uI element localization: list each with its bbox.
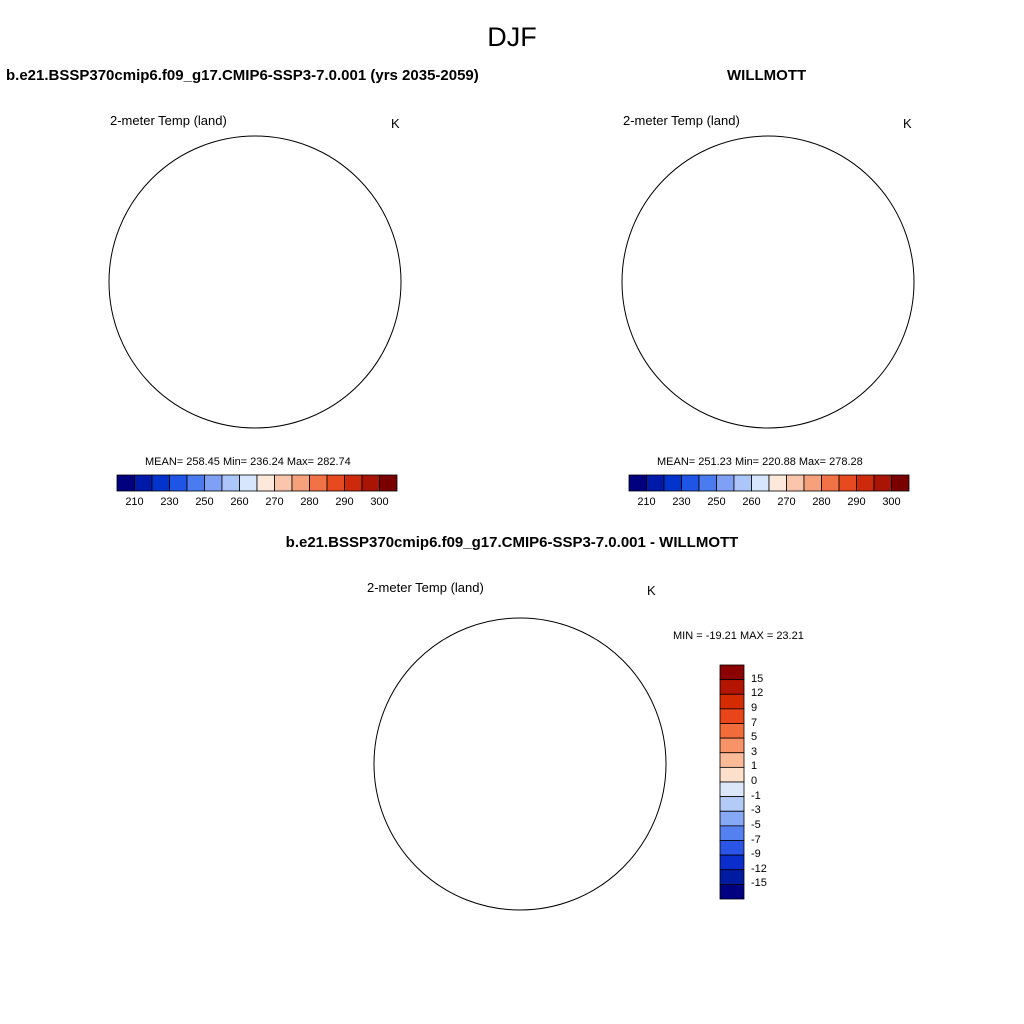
- colorbar-swatch: [719, 679, 745, 695]
- diff-variable-label: 2-meter Temp (land): [367, 580, 484, 595]
- model-stats: MEAN= 258.45 Min= 236.24 Max= 282.74: [145, 456, 351, 468]
- colorbar-tick-label: 1: [751, 760, 758, 773]
- colorbar-tick-label: 9: [751, 701, 758, 714]
- colorbar-tick-label: 260: [742, 496, 761, 508]
- colorbar-swatch: [719, 752, 745, 768]
- colorbar-swatch: [719, 854, 745, 871]
- colorbar-swatch: [719, 796, 745, 812]
- colorbar-tick-label: 290: [335, 496, 354, 508]
- colorbar-tick-label: 5: [751, 731, 758, 744]
- figure-title: DJF: [487, 22, 537, 52]
- colorbar-swatch: [719, 664, 745, 681]
- colorbar-tick-label: 300: [370, 496, 389, 508]
- colorbar-tick-label: 15: [751, 672, 764, 685]
- colorbar-tick-label: 250: [195, 496, 214, 508]
- colorbar-tick-label: 270: [265, 496, 284, 508]
- colorbar-tick-label: -3: [751, 804, 761, 817]
- colorbar-tick-label: 280: [812, 496, 831, 508]
- colorbar-tick-label: 270: [777, 496, 796, 508]
- colorbar-tick-label: 230: [160, 496, 179, 508]
- colorbar-tick-label: 12: [751, 687, 764, 700]
- diff-units-label: K: [647, 583, 656, 598]
- colorbar-swatch: [719, 825, 745, 841]
- colorbar-swatch: [379, 474, 398, 492]
- colorbar-swatch: [719, 766, 745, 783]
- colorbar-tick-label: 300: [882, 496, 901, 508]
- colorbar-tick-label: 3: [751, 745, 758, 758]
- colorbar-swatch: [719, 723, 745, 739]
- model-variable-label: 2-meter Temp (land): [110, 113, 227, 128]
- colorbar-tick-label: 7: [751, 716, 758, 729]
- colorbar-swatch: [719, 737, 745, 754]
- colorbar-tick-label: 210: [637, 496, 656, 508]
- map-boundary-circle: [373, 617, 667, 911]
- model-panel-title: b.e21.BSSP370cmip6.f09_g17.CMIP6-SSP3-7.…: [6, 67, 479, 84]
- map-boundary-circle: [108, 135, 402, 429]
- map-background: [109, 136, 401, 428]
- diff-stats: MIN = -19.21 MAX = 23.21: [673, 630, 804, 642]
- obs-variable-label: 2-meter Temp (land): [623, 113, 740, 128]
- obs-panel-title: WILLMOTT: [727, 67, 807, 84]
- colorbar-swatch: [719, 883, 745, 900]
- colorbar-tick-label: -12: [751, 862, 767, 875]
- map-background: [622, 136, 914, 428]
- colorbar-tick-label: 210: [125, 496, 144, 508]
- colorbar-tick-label: 290: [847, 496, 866, 508]
- colorbar-swatch: [719, 708, 745, 724]
- colorbar-tick-label: 0: [751, 775, 758, 787]
- colorbar-tick-label: 230: [672, 496, 691, 508]
- colorbar-tick-label: -7: [751, 833, 761, 846]
- map-boundary-circle: [621, 135, 915, 429]
- colorbar-swatch: [719, 781, 745, 798]
- model-units-label: K: [391, 116, 400, 131]
- colorbar-tick-label: 260: [230, 496, 249, 508]
- map-background: [374, 618, 666, 910]
- colorbar-tick-label: 280: [300, 496, 319, 508]
- colorbar-swatch: [719, 810, 745, 827]
- diff-panel-title: b.e21.BSSP370cmip6.f09_g17.CMIP6-SSP3-7.…: [285, 534, 739, 551]
- colorbar-tick-label: -9: [751, 848, 761, 861]
- colorbar-tick-label: 250: [707, 496, 726, 508]
- colorbar-swatch: [719, 869, 745, 885]
- colorbar-swatch: [891, 474, 910, 492]
- colorbar-tick-label: -5: [751, 818, 761, 831]
- colorbar-tick-label: -15: [751, 877, 767, 890]
- colorbar-swatch: [719, 693, 745, 710]
- colorbar-swatch: [719, 840, 745, 856]
- colorbar-tick-label: -1: [751, 789, 761, 802]
- obs-units-label: K: [903, 116, 912, 131]
- obs-stats: MEAN= 251.23 Min= 220.88 Max= 278.28: [657, 456, 863, 468]
